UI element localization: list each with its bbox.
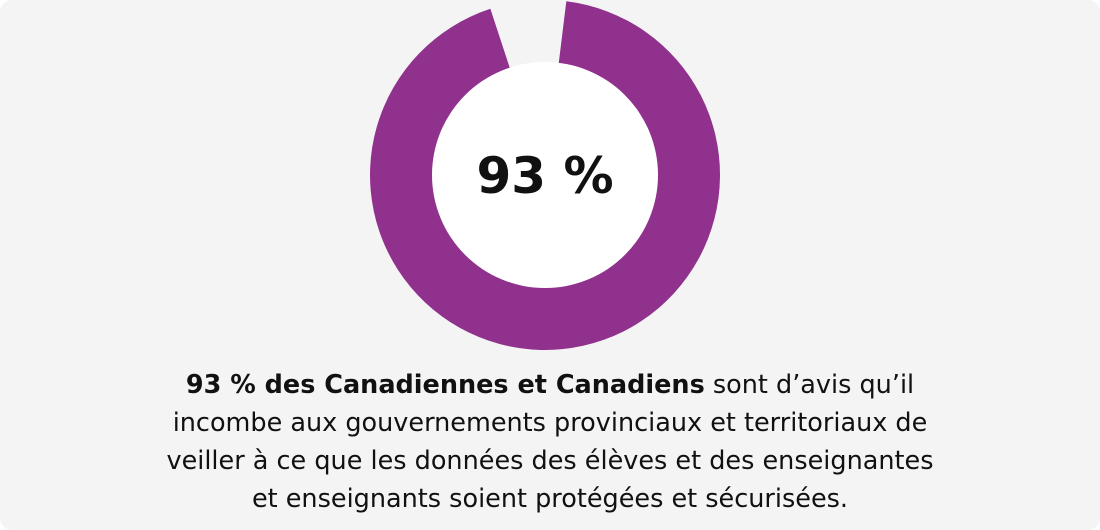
caption: 93 % des Canadiennes et Canadiens sont d… — [0, 366, 1100, 518]
caption-line-1-text: sont d’avis qu’il — [704, 370, 915, 400]
caption-line-1: 93 % des Canadiennes et Canadiens sont d… — [0, 366, 1100, 404]
caption-line-3: veiller à ce que les données des élèves … — [166, 446, 934, 476]
caption-line-2: incombe aux gouvernements provinciaux et… — [172, 408, 928, 438]
caption-bold-text: 93 % des Canadiennes et Canadiens — [185, 370, 705, 400]
donut-center-label: 93 % — [476, 147, 613, 205]
donut-hole — [432, 62, 658, 288]
donut-chart-svg: 93 % — [370, 0, 720, 350]
caption-line-4: et enseignants soient protégées et sécur… — [251, 484, 849, 514]
donut-chart: 93 % — [370, 0, 720, 350]
